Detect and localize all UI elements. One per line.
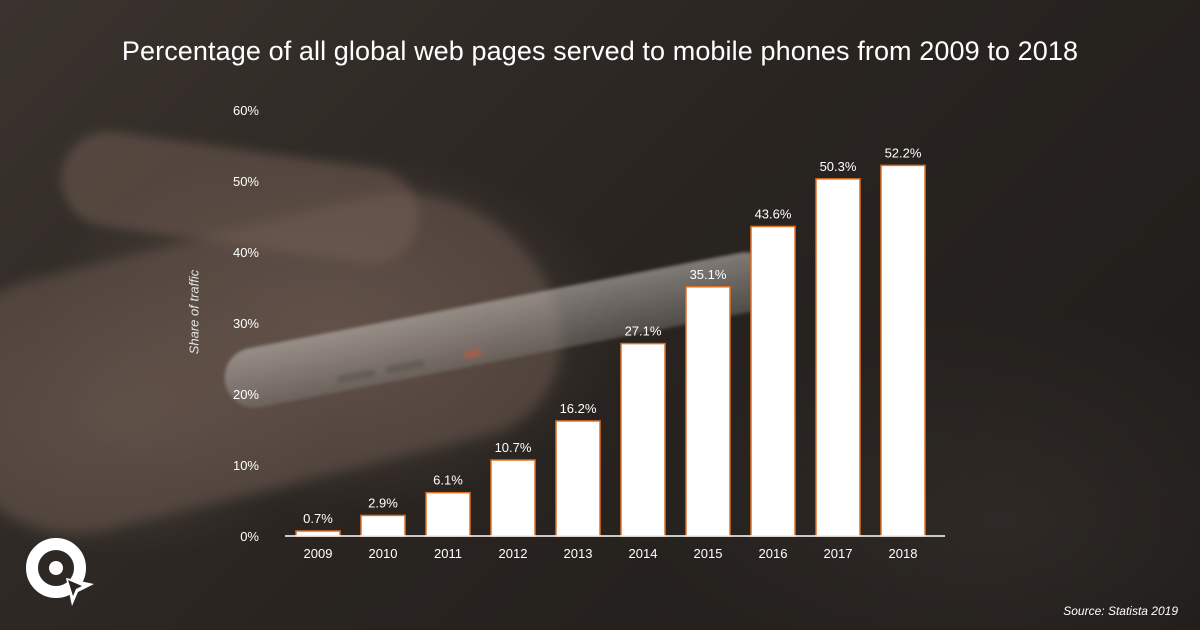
circular-arrow-logo-icon [26, 538, 94, 606]
chart-title: Percentage of all global web pages serve… [121, 36, 1079, 66]
x-tick-label: 2011 [434, 546, 462, 561]
bar-value-label: 2.9% [368, 495, 398, 510]
bar [360, 514, 406, 537]
y-tick-label: 40% [233, 245, 259, 260]
x-tick-label: 2010 [369, 546, 398, 561]
bar-value-label: 10.7% [495, 440, 532, 455]
y-tick-label: 20% [233, 387, 259, 402]
bar [555, 420, 601, 537]
y-tick-label: 30% [233, 316, 259, 331]
bar-value-label: 0.7% [303, 511, 333, 526]
x-tick-label: 2018 [889, 546, 918, 561]
source-note: Source: Statista 2019 [1063, 604, 1178, 618]
bar-value-label: 50.3% [820, 159, 857, 174]
x-tick-label: 2016 [759, 546, 788, 561]
bar-value-label: 43.6% [755, 206, 792, 221]
y-tick-label: 60% [233, 103, 259, 118]
bar [880, 164, 926, 537]
bar [815, 178, 861, 537]
bar-value-label: 35.1% [690, 267, 727, 282]
bar [685, 286, 731, 537]
bar [490, 459, 536, 537]
x-tick-label: 2017 [824, 546, 853, 561]
bar-value-label: 6.1% [433, 473, 463, 488]
bar [620, 342, 666, 537]
x-tick-label: 2013 [564, 546, 593, 561]
bar-value-label: 16.2% [560, 401, 597, 416]
bar-value-label: 52.2% [885, 145, 922, 160]
y-tick-label: 10% [233, 458, 259, 473]
x-tick-label: 2009 [304, 546, 333, 561]
bar [425, 491, 471, 537]
x-tick-label: 2012 [499, 546, 528, 561]
x-tick-label: 2015 [694, 546, 723, 561]
y-tick-label: 0% [240, 529, 259, 544]
bar-value-label: 27.1% [625, 324, 662, 339]
x-tick-label: 2014 [629, 546, 658, 561]
bar [750, 225, 796, 537]
y-tick-label: 50% [233, 174, 259, 189]
